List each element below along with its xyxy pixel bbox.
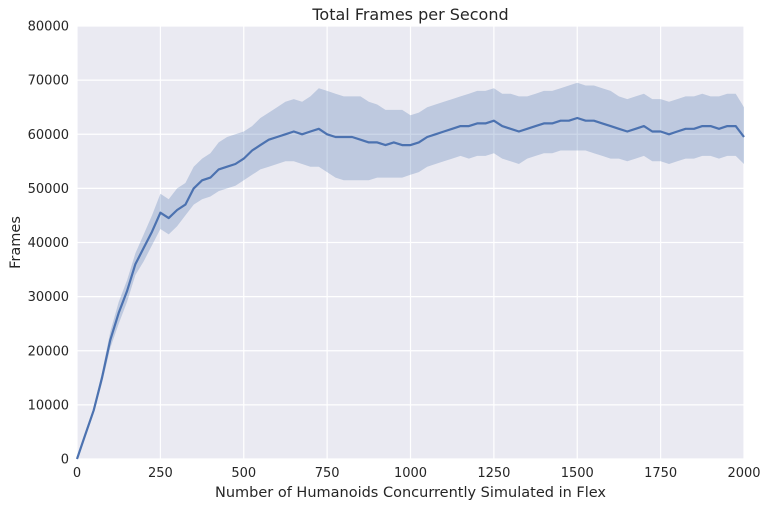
y-tick-labels: 0 10000 20000 30000 40000 50000 60000 70000 8000… [28, 20, 69, 468]
x-tick-label: 250 [148, 466, 173, 481]
y-tick-label: 50000 [28, 182, 69, 197]
confidence-band [77, 82, 744, 460]
x-tick-label: 2000 [727, 466, 760, 481]
y-tick-label: 20000 [28, 344, 69, 359]
x-tick-label: 1750 [644, 466, 677, 481]
y-tick-label: 40000 [28, 236, 69, 251]
y-tick-label: 80000 [28, 20, 69, 35]
y-tick-label: 60000 [28, 128, 69, 143]
chart-title: Total Frames per Second [311, 5, 508, 24]
x-tick-label: 0 [73, 466, 81, 481]
y-tick-label: 70000 [28, 74, 69, 89]
x-tick-labels: 0 250 500 750 1000 1250 1500 1750 2000 [73, 466, 761, 481]
x-tick-label: 750 [315, 466, 340, 481]
x-tick-label: 1250 [477, 466, 510, 481]
y-tick-label: 10000 [28, 398, 69, 413]
x-tick-label: 1000 [394, 466, 427, 481]
x-axis-label: Number of Humanoids Concurrently Simulat… [215, 485, 606, 501]
y-tick-label: 30000 [28, 290, 69, 305]
y-tick-label: 0 [61, 453, 69, 468]
mean-line [75, 116, 745, 460]
y-axis-label: Frames [8, 216, 24, 269]
x-tick-label: 1500 [561, 466, 594, 481]
x-tick-label: 500 [231, 466, 256, 481]
grid-y [77, 25, 744, 460]
